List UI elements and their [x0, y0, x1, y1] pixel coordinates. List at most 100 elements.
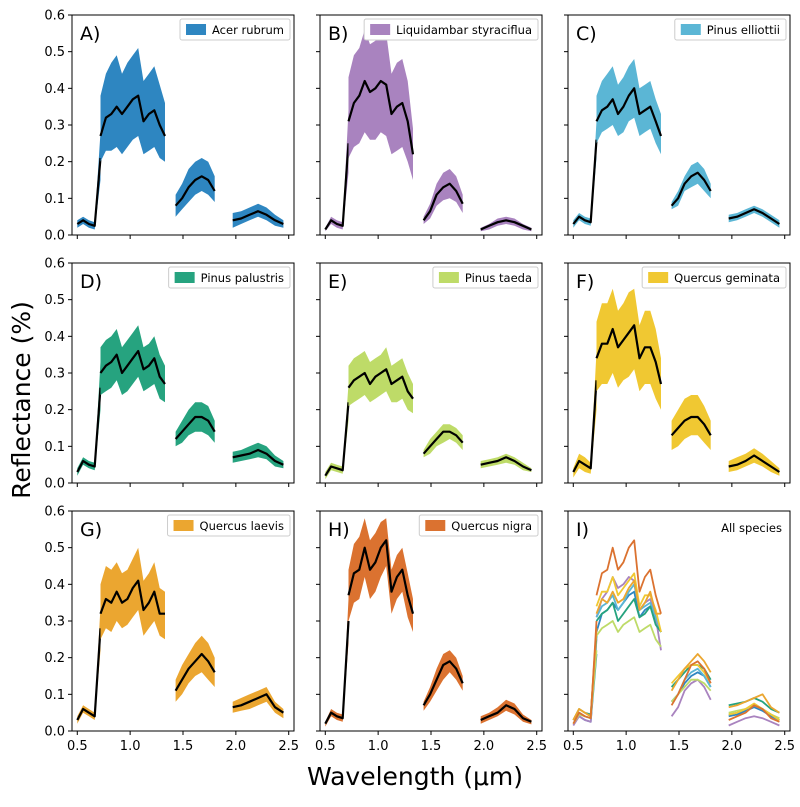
species-mean-line [595, 616, 662, 648]
panel-label: I) [576, 519, 589, 541]
mean-reflectance-line [76, 157, 102, 227]
legend-entry-label: Liquidambar styraciflua [396, 23, 532, 37]
mean-reflectance-line [174, 415, 216, 440]
variance-band [175, 635, 215, 702]
legend-swatch [425, 520, 446, 531]
legend-swatch [438, 272, 459, 283]
x-tick-label: 1.5 [669, 739, 690, 754]
y-tick-label: 0.4 [44, 82, 65, 97]
x-tick-label: 2.5 [526, 739, 547, 754]
legend-box [179, 18, 291, 41]
x-tick-label: 0.5 [67, 739, 88, 754]
legend-entry-label: Pinus palustris [201, 271, 284, 285]
variance-band [480, 699, 532, 725]
mean-reflectance-line [480, 456, 532, 472]
legend-entry-label: Quercus laevis [200, 519, 284, 533]
species-mean-line [572, 620, 598, 725]
mean-reflectance-line [324, 402, 350, 477]
variance-band [423, 424, 463, 458]
legend-box [418, 514, 539, 537]
species-mean-line [595, 579, 661, 615]
y-axis-title: Reflectance (%) [7, 301, 36, 499]
variance-band [728, 448, 780, 476]
x-tick-label: 1.0 [120, 739, 141, 754]
y-tick-label: 0.4 [44, 330, 65, 345]
legend-box [167, 514, 291, 537]
variance-band [232, 687, 284, 719]
panel-b: B) Liquidambar styraciflua [316, 14, 543, 239]
mean-reflectance-line [728, 454, 781, 473]
summary-legend-label: All species [721, 521, 782, 535]
variance-band [77, 132, 101, 230]
variance-band [232, 203, 284, 228]
panel-label: E) [328, 271, 347, 293]
species-mean-line [728, 715, 780, 727]
variance-band [671, 395, 711, 450]
mean-reflectance-line [572, 380, 598, 473]
mean-reflectance-line [480, 219, 532, 231]
species-mean-line [728, 702, 780, 721]
panel-label: C) [576, 23, 597, 45]
variance-band [77, 362, 101, 476]
legend-box [432, 266, 539, 289]
variance-band [573, 351, 597, 478]
y-tick-label: 0.2 [44, 403, 65, 418]
legend-entry-label: Pinus taeda [465, 271, 532, 285]
y-tick-label: 0.6 [44, 9, 65, 24]
panel-grid: 0.0 0.1 0.2 0.3 0.4 0.5 0.6 A) Acer rubrum B) Liqu… [44, 9, 795, 755]
x-tick-label: 1.0 [616, 739, 637, 754]
mean-reflectance-line [670, 171, 712, 207]
mean-reflectance-line [670, 415, 712, 437]
legend-entry-label: Pinus elliottii [707, 23, 780, 37]
variance-band [175, 402, 215, 447]
y-tick-label: 0.6 [44, 257, 65, 272]
panel-label: D) [80, 271, 102, 293]
legend-swatch [370, 24, 391, 35]
mean-reflectance-line [595, 324, 663, 385]
species-mean-line [728, 706, 780, 721]
variance-band [423, 650, 463, 711]
mean-reflectance-line [595, 87, 663, 137]
y-tick-label: 0.6 [44, 505, 65, 520]
mean-reflectance-line [422, 660, 464, 706]
variance-band [100, 325, 165, 403]
variance-band [348, 26, 413, 180]
y-tick-label: 0.3 [44, 367, 65, 382]
legend-entry-label: Quercus geminata [674, 271, 780, 285]
x-tick-label: 0.5 [315, 739, 336, 754]
species-mean-line [728, 693, 780, 714]
x-tick-label: 1.0 [368, 739, 389, 754]
variance-band [325, 384, 349, 480]
y-tick-label: 0.0 [44, 229, 65, 244]
mean-reflectance-line [324, 143, 350, 231]
mean-reflectance-line [99, 579, 165, 615]
variance-band [232, 442, 284, 469]
x-tick-label: 0.5 [563, 739, 584, 754]
x-tick-label: 2.0 [474, 739, 495, 754]
y-tick-label: 0.2 [44, 155, 65, 170]
panel-c: C) Pinus elliottii [564, 14, 791, 239]
x-tick-label: 1.5 [421, 739, 442, 754]
panel-e: E) Pinus taeda [316, 262, 543, 487]
legend-swatch [648, 272, 669, 283]
legend-swatch [174, 272, 195, 283]
species-mean-line [595, 598, 662, 633]
species-mean-line [670, 660, 712, 706]
mean-reflectance-line [347, 539, 415, 615]
panel-g: 0.5 1.0 1.5 2.0 2.5 0.0 0.1 0.2 0.3 0.4 0.5 0.6 G) Qu… [44, 505, 299, 755]
mean-reflectance-line [76, 387, 102, 473]
mean-reflectance-line [174, 652, 216, 692]
species-mean-line [670, 653, 712, 692]
variance-band [77, 606, 101, 724]
panel-a: 0.0 0.1 0.2 0.3 0.4 0.5 0.6 A) Acer rubrum [44, 9, 295, 244]
variance-band [423, 169, 463, 224]
mean-reflectance-line [76, 628, 102, 721]
legend-swatch [186, 24, 207, 35]
y-tick-label: 0.1 [44, 192, 65, 207]
mean-reflectance-line [232, 448, 284, 466]
mean-reflectance-line [480, 704, 532, 723]
species-mean-line [670, 678, 712, 717]
mean-reflectance-line [422, 430, 464, 455]
variance-band [596, 288, 661, 410]
